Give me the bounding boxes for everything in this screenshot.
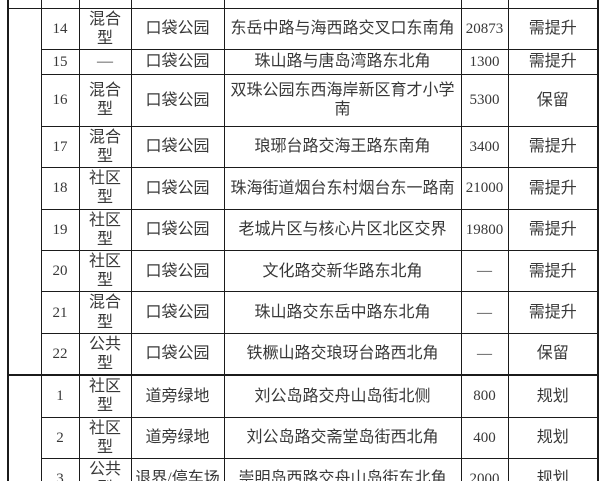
cell-type: 社区型: [78, 416, 132, 459]
cell-number: 2: [40, 416, 80, 459]
table-row: 16 混合型 口袋公园 双珠公园东西海岸新区育才小学南 5300 保留: [8, 73, 599, 127]
cell-number: 15: [40, 48, 80, 75]
cell-empty: [223, 0, 462, 9]
cell-area: 19800: [460, 208, 509, 252]
cell-location: 珠海街道烟台东村烟台东一路南: [223, 167, 462, 210]
cell-region: 老黄岛片区: [7, 374, 42, 481]
cell-type: 混合型: [78, 125, 132, 169]
cell-location: 老城片区与核心片区北区交界: [223, 208, 462, 252]
cell-number: 16: [40, 73, 80, 127]
cell-type: 混合型: [78, 291, 132, 334]
table-container: 14 混合型 口袋公园 东岳中路与海西路交叉口东南角 20873 需提升 15 …: [7, 0, 601, 481]
table-row: 18 社区型 口袋公园 珠海街道烟台东村烟台东一路南 21000 需提升: [8, 167, 599, 210]
cell-type: 混合型: [78, 7, 132, 50]
cell-type: 公共型: [78, 332, 132, 376]
cell-location: 珠山路与唐岛湾路东北角: [223, 48, 462, 75]
cell-category: 口袋公园: [130, 125, 225, 169]
cell-type: 社区型: [78, 167, 132, 210]
cell-region: [7, 7, 42, 376]
cell-area: 800: [460, 374, 509, 418]
cell-location: 珠山路交东岳中路东北角: [223, 291, 462, 334]
cell-type: 社区型: [78, 249, 132, 293]
cell-location: 东岳中路与海西路交叉口东南角: [223, 7, 462, 50]
cell-category: 道旁绿地: [130, 416, 225, 459]
cell-empty: [130, 0, 225, 9]
table-row: 15 — 口袋公园 珠山路与唐岛湾路东北角 1300 需提升: [8, 48, 599, 75]
cell-number: 3: [40, 457, 80, 481]
cell-area: 21000: [460, 167, 509, 210]
table-row: 17 混合型 口袋公园 琅琊台路交海王路东南角 3400 需提升: [8, 125, 599, 169]
cell-area: —: [460, 249, 509, 293]
cell-status: 需提升: [507, 167, 599, 210]
cell-location: 刘公岛路交舟山岛街北侧: [223, 374, 462, 418]
cell-type: 社区型: [78, 208, 132, 252]
cell-status: 规划: [507, 374, 599, 418]
cell-number: 17: [40, 125, 80, 169]
cell-number: 14: [40, 7, 80, 50]
cell-empty: [507, 0, 599, 9]
cell-status: 保留: [507, 332, 599, 376]
cell-area: 5300: [460, 73, 509, 127]
cell-category: 口袋公园: [130, 249, 225, 293]
cell-number: 21: [40, 291, 80, 334]
table-row: 21 混合型 口袋公园 珠山路交东岳中路东北角 — 需提升: [8, 291, 599, 334]
cell-category: 口袋公园: [130, 332, 225, 376]
cell-number: 20: [40, 249, 80, 293]
cell-location: 双珠公园东西海岸新区育才小学南: [223, 73, 462, 127]
cell-location: 铁橛山路交琅玡台路西北角: [223, 332, 462, 376]
table-row: 19 社区型 口袋公园 老城片区与核心片区北区交界 19800 需提升: [8, 208, 599, 252]
table-body: 14 混合型 口袋公园 东岳中路与海西路交叉口东南角 20873 需提升 15 …: [7, 0, 599, 481]
cell-area: —: [460, 332, 509, 376]
cell-status: 规划: [507, 457, 599, 481]
cell-status: 需提升: [507, 208, 599, 252]
table-row: 20 社区型 口袋公园 文化路交新华路东北角 — 需提升: [8, 249, 599, 293]
cell-empty: [78, 0, 132, 9]
cell-status: 需提升: [507, 291, 599, 334]
cell-area: 3400: [460, 125, 509, 169]
table-row: 14 混合型 口袋公园 东岳中路与海西路交叉口东南角 20873 需提升: [7, 7, 599, 376]
cell-type: 社区型: [78, 374, 132, 418]
cell-category: 口袋公园: [130, 73, 225, 127]
cell-type: 混合型: [78, 73, 132, 127]
partial-row-top: [7, 0, 599, 9]
table-row: 22 公共型 口袋公园 铁橛山路交琅玡台路西北角 — 保留: [8, 332, 599, 376]
cell-status: 需提升: [507, 7, 599, 50]
cell-status: 保留: [507, 73, 599, 127]
cell-status: 需提升: [507, 125, 599, 169]
cell-status: 需提升: [507, 48, 599, 75]
table-row: 2 社区型 道旁绿地 刘公岛路交斋堂岛街西北角 400 规划: [8, 416, 599, 459]
cell-area: 1300: [460, 48, 509, 75]
cell-area: 20873: [460, 7, 509, 50]
table-row: 老黄岛片区1 社区型 道旁绿地 刘公岛路交舟山岛街北侧 800 规划: [7, 374, 599, 481]
cell-location: 刘公岛路交斋堂岛街西北角: [223, 416, 462, 459]
cell-location: 文化路交新华路东北角: [223, 249, 462, 293]
cell-category: 口袋公园: [130, 291, 225, 334]
cell-number: 19: [40, 208, 80, 252]
cell-area: 2000: [460, 457, 509, 481]
table-row: 3 公共型 退界/停车场 崇明岛西路交舟山岛街东北角 2000 规划: [8, 457, 599, 481]
cell-type: —: [78, 48, 132, 75]
cell-empty: [7, 0, 42, 9]
cell-location: 崇明岛西路交舟山岛街东北角: [223, 457, 462, 481]
cell-number: 22: [40, 332, 80, 376]
cell-category: 口袋公园: [130, 48, 225, 75]
cell-number: 1: [40, 374, 80, 418]
cell-category: 口袋公园: [130, 7, 225, 50]
cell-type: 公共型: [78, 457, 132, 481]
cell-category: 口袋公园: [130, 167, 225, 210]
cell-category: 口袋公园: [130, 208, 225, 252]
cell-status: 规划: [507, 416, 599, 459]
cell-category: 退界/停车场: [130, 457, 225, 481]
cell-location: 琅琊台路交海王路东南角: [223, 125, 462, 169]
cell-empty: [460, 0, 509, 9]
cell-category: 道旁绿地: [130, 374, 225, 418]
parks-table: 14 混合型 口袋公园 东岳中路与海西路交叉口东南角 20873 需提升 15 …: [7, 0, 599, 481]
cell-area: —: [460, 291, 509, 334]
cell-area: 400: [460, 416, 509, 459]
cell-status: 需提升: [507, 249, 599, 293]
cell-number: 18: [40, 167, 80, 210]
cell-empty: [40, 0, 80, 9]
